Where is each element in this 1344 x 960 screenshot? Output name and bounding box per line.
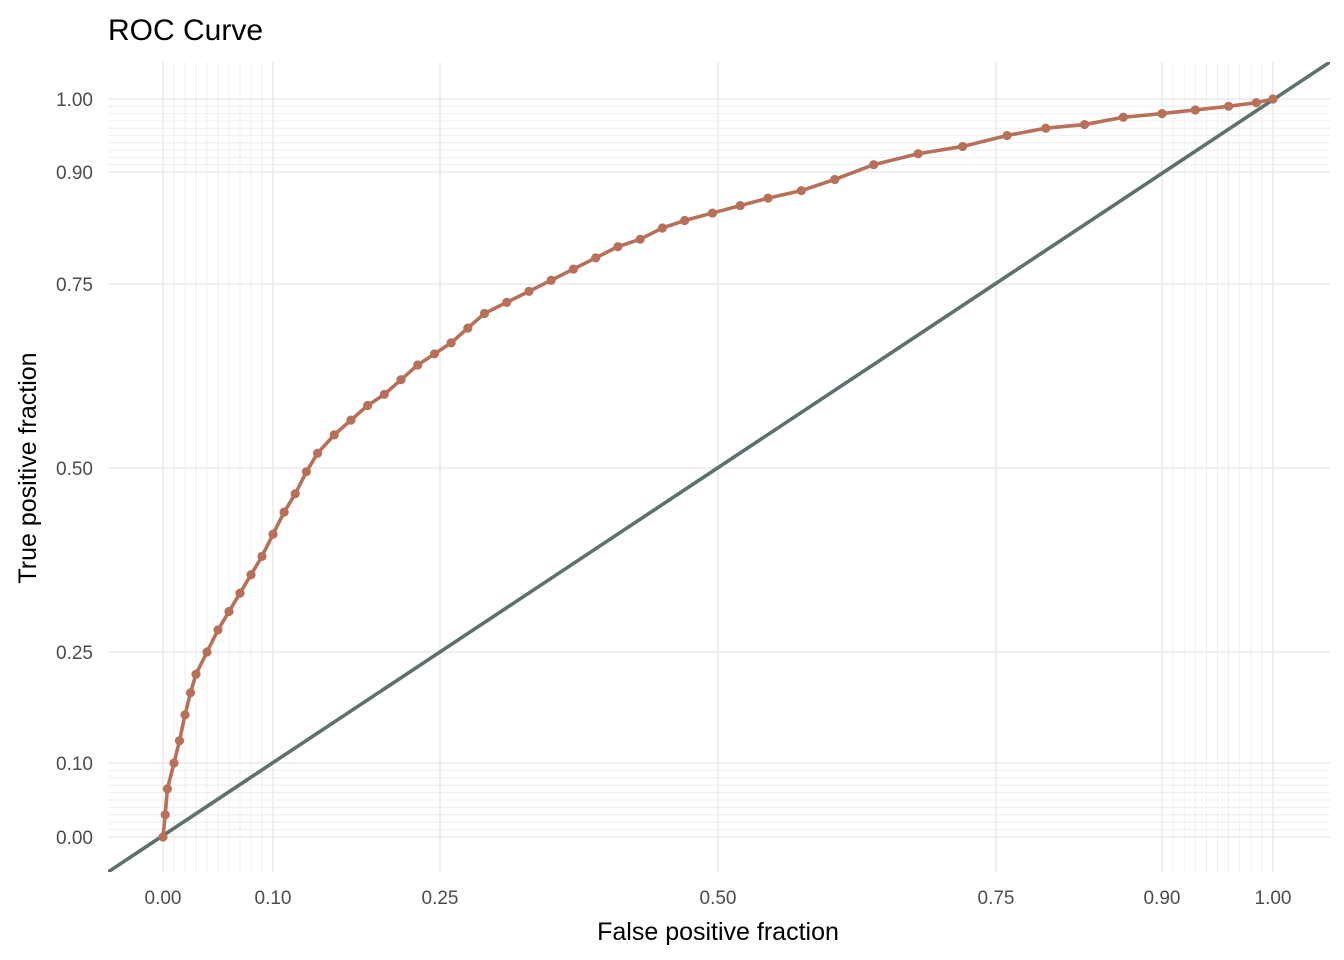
y-tick-label: 0.90 <box>56 163 93 184</box>
roc-point <box>396 375 406 385</box>
y-tick-label: 0.10 <box>56 754 93 775</box>
roc-point <box>329 430 339 440</box>
roc-point <box>224 606 234 617</box>
y-tick-label: 0.75 <box>56 275 93 296</box>
roc-point <box>1251 98 1261 108</box>
roc-point <box>429 349 440 359</box>
x-tick-label: 0.25 <box>422 888 459 909</box>
minor-gridlines-y <box>108 105 1330 830</box>
roc-point <box>1041 123 1051 133</box>
roc-point <box>1118 112 1128 122</box>
y-tick-label: 0.25 <box>56 643 93 664</box>
roc-point <box>312 448 323 458</box>
roc-point <box>257 551 267 561</box>
roc-point <box>346 415 356 425</box>
roc-point <box>796 186 807 196</box>
roc-point <box>524 286 534 296</box>
y-tick-label: 0.50 <box>56 459 93 480</box>
roc-series <box>158 94 1278 842</box>
roc-point <box>613 242 623 252</box>
roc-point <box>180 710 190 720</box>
roc-point <box>763 193 773 203</box>
roc-point <box>202 647 212 657</box>
roc-point <box>174 736 185 746</box>
roc-point <box>379 389 389 399</box>
x-axis-title: False positive fraction <box>597 918 839 946</box>
roc-point <box>246 570 256 580</box>
roc-point <box>869 160 879 170</box>
x-tick-label: 0.50 <box>700 888 737 909</box>
major-gridlines <box>108 62 1330 872</box>
chart-title: ROC Curve <box>108 14 263 47</box>
roc-point <box>707 208 718 218</box>
x-tick-label: 0.10 <box>255 888 292 909</box>
roc-point <box>913 149 923 159</box>
roc-point <box>680 215 690 226</box>
x-tick-label: 0.90 <box>1144 888 1181 909</box>
x-tick-label: 0.75 <box>978 888 1015 909</box>
reference-diagonal <box>108 62 1330 872</box>
y-axis-ticks: 0.00 0.10 0.25 0.50 0.75 0.90 1.00 <box>56 90 93 849</box>
x-axis-ticks: 0.00 0.10 0.25 0.50 0.75 0.90 1.00 <box>145 888 1292 909</box>
x-tick-label: 1.00 <box>1255 888 1292 909</box>
roc-point <box>191 669 201 679</box>
roc-point <box>268 529 278 539</box>
roc-point <box>591 253 601 263</box>
roc-point <box>1224 101 1234 111</box>
roc-point <box>502 297 512 307</box>
y-tick-label: 0.00 <box>56 828 93 849</box>
roc-point <box>235 588 245 598</box>
roc-point <box>830 174 840 185</box>
roc-point <box>1190 105 1200 115</box>
roc-point <box>290 489 300 499</box>
roc-point <box>413 360 423 370</box>
roc-point <box>479 308 490 319</box>
roc-point <box>958 141 968 152</box>
x-tick-label: 0.00 <box>145 888 182 909</box>
y-tick-label: 1.00 <box>56 90 93 111</box>
roc-point <box>363 400 373 411</box>
roc-point <box>1268 94 1278 104</box>
diagonal-line <box>108 62 1330 872</box>
minor-gridlines-x <box>173 62 1263 872</box>
roc-point <box>657 223 668 233</box>
roc-point <box>1157 109 1167 119</box>
roc-point <box>1079 119 1090 130</box>
roc-point <box>185 688 196 698</box>
roc-point <box>279 507 289 517</box>
roc-point <box>735 201 745 211</box>
y-axis-title: True positive fraction <box>14 352 42 583</box>
roc-point <box>162 784 172 794</box>
roc-point <box>1002 130 1012 141</box>
roc-point <box>301 467 311 477</box>
roc-point <box>158 832 168 842</box>
roc-point <box>160 810 170 820</box>
roc-point <box>463 323 473 333</box>
roc-point <box>635 234 645 244</box>
roc-point <box>568 264 579 274</box>
roc-point <box>213 625 223 635</box>
roc-point <box>446 338 456 348</box>
roc-point <box>546 275 556 285</box>
roc-point <box>169 758 179 768</box>
